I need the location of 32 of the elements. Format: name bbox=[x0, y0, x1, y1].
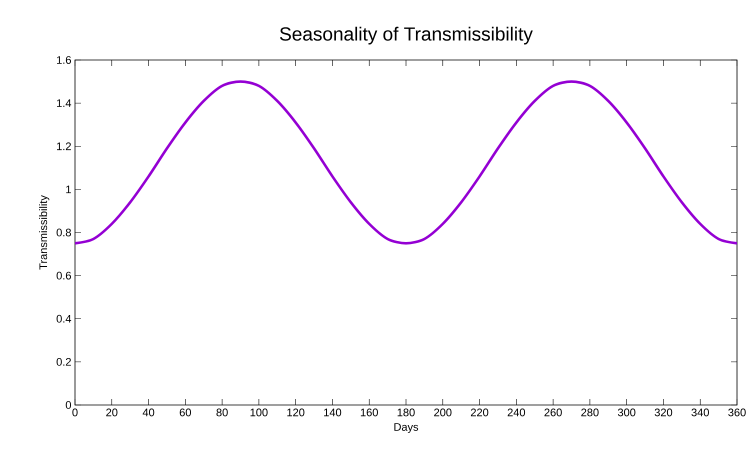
y-tick-label: 0.8 bbox=[56, 228, 71, 236]
x-tick-label: 280 bbox=[581, 408, 599, 416]
x-axis-title: Days bbox=[394, 423, 418, 434]
x-tick-label: 200 bbox=[434, 408, 452, 416]
x-tick-label: 300 bbox=[618, 408, 636, 416]
x-tick-label: 340 bbox=[691, 408, 709, 416]
x-tick-label: 140 bbox=[324, 408, 342, 416]
x-tick-label: 120 bbox=[287, 408, 304, 416]
x-tick-label: 20 bbox=[106, 408, 118, 416]
x-tick-label: 160 bbox=[360, 408, 378, 416]
y-tick-label: 1.6 bbox=[57, 56, 71, 64]
x-tick-label: 100 bbox=[250, 408, 268, 416]
y-axis-title: Transmissibility bbox=[39, 195, 50, 270]
x-tick-label: 260 bbox=[544, 408, 562, 416]
y-tick-label: 0.6 bbox=[56, 272, 71, 280]
line-series bbox=[75, 80, 738, 245]
x-tick-label: 360 bbox=[728, 408, 746, 416]
y-tick-label: 1.4 bbox=[57, 99, 72, 107]
y-tick-label: 0 bbox=[66, 401, 72, 409]
x-tick-label: 240 bbox=[508, 408, 526, 416]
y-tick-label: 0.2 bbox=[56, 358, 71, 366]
chart-title: Seasonality of Transmissibility bbox=[280, 26, 533, 44]
x-tick-label: 60 bbox=[180, 408, 192, 416]
x-tick-label: 220 bbox=[470, 408, 488, 416]
y-tick-label: 1 bbox=[66, 186, 71, 194]
y-tick-label: 0.4 bbox=[56, 314, 72, 323]
x-tick-label: 0 bbox=[72, 408, 78, 416]
x-tick-label: 40 bbox=[142, 408, 154, 416]
x-tick-label: 180 bbox=[398, 408, 415, 416]
y-tick-label: 1.2 bbox=[57, 142, 71, 150]
x-tick-label: 80 bbox=[216, 408, 228, 416]
x-tick-label: 320 bbox=[654, 408, 672, 416]
